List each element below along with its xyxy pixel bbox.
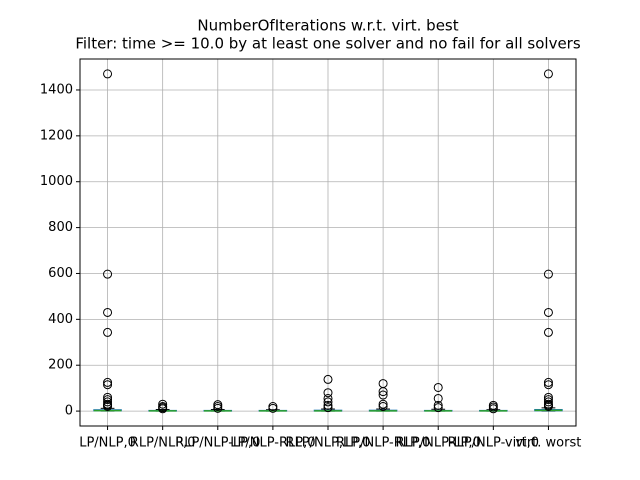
outlier: [323, 397, 333, 407]
y-tick-label: 600: [48, 266, 73, 281]
y-tick-label: 800: [48, 220, 73, 235]
y-tick-label: 200: [48, 358, 73, 373]
outlier: [488, 404, 498, 414]
outlier: [323, 400, 333, 410]
outlier: [543, 269, 553, 279]
outlier: [433, 400, 443, 410]
y-tick-label: 1000: [40, 174, 73, 189]
x-tick-label: RLP/NLP-RLP,0: [336, 436, 430, 451]
x-tick-label: RLP/NLP-LP,0: [175, 436, 260, 451]
outlier: [323, 393, 333, 403]
chart-title: NumberOfIterations w.r.t. virt. best: [197, 17, 458, 35]
x-tick-label: RLP/NLP-virt,0: [448, 436, 540, 451]
outlier: [543, 377, 553, 387]
outlier: [378, 387, 388, 397]
outlier: [378, 399, 388, 409]
outlier: [543, 69, 553, 79]
outlier: [103, 380, 113, 390]
outlier: [103, 69, 113, 79]
outlier: [323, 374, 333, 384]
y-tick-label: 0: [65, 404, 73, 419]
outlier: [543, 327, 553, 337]
outlier: [268, 403, 278, 413]
x-tick-label: LP/NLP,0: [79, 436, 136, 451]
outlier: [378, 390, 388, 400]
outlier: [323, 403, 333, 413]
outlier: [103, 397, 113, 407]
x-tick-label: virt. worst: [516, 436, 582, 451]
outlier: [543, 397, 553, 407]
outlier: [103, 327, 113, 337]
outlier: [103, 269, 113, 279]
outlier: [543, 307, 553, 317]
x-tick-label: RLP/NLP,0: [130, 436, 196, 451]
y-tick-label: 1200: [40, 128, 73, 143]
outlier: [103, 377, 113, 387]
x-tick-label: RLP/NLP,LP,0: [286, 436, 371, 451]
outlier: [433, 403, 443, 413]
outlier: [158, 399, 168, 409]
x-tick-label: LP/NLP-RLP,0: [230, 436, 315, 451]
outlier: [543, 402, 553, 412]
chart-subtitle: Filter: time >= 10.0 by at least one sol…: [75, 35, 581, 53]
plot-frame: [79, 58, 577, 427]
outlier: [543, 380, 553, 390]
outlier: [543, 395, 553, 405]
outlier: [103, 395, 113, 405]
outlier: [433, 382, 443, 392]
outlier: [103, 307, 113, 317]
y-tick-label: 400: [48, 312, 73, 327]
outlier: [213, 403, 223, 413]
outlier: [433, 393, 443, 403]
outlier: [158, 404, 168, 414]
x-tick-label: RLP/NLP-LP,0: [396, 436, 481, 451]
outlier: [323, 388, 333, 398]
outlier: [378, 402, 388, 412]
y-tick-label: 1400: [40, 82, 73, 97]
outlier: [103, 402, 113, 412]
